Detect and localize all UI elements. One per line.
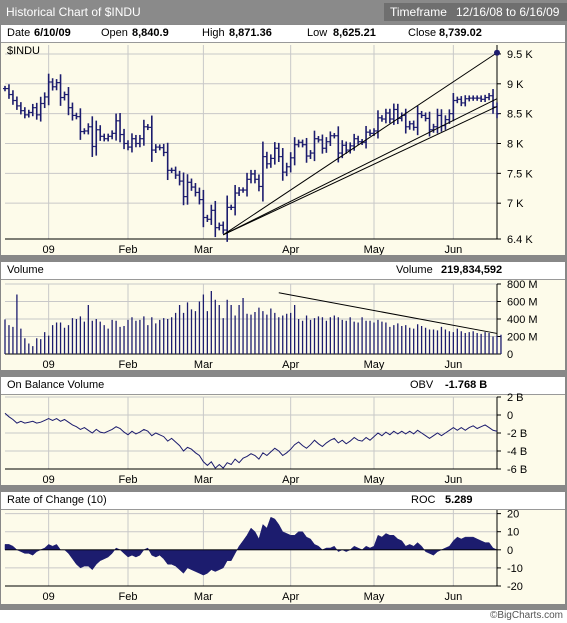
y-tick-label: 0	[507, 410, 513, 422]
x-tick-label: Jun	[444, 359, 462, 370]
trendline	[222, 52, 498, 236]
x-tick-label: 09	[43, 359, 55, 370]
volume-panel: Volume Volume 219,834,592 0 200 M 400 M 600…	[1, 262, 565, 370]
volume-value: 219,834,592	[441, 264, 503, 276]
x-tick-label: Feb	[119, 591, 138, 603]
date-label: Date	[7, 27, 31, 39]
y-tick-label: -10	[507, 563, 523, 575]
x-tick-label: Mar	[194, 591, 213, 603]
title-bar: Historical Chart of $INDU Timeframe 12/1…	[0, 0, 567, 24]
y-tick-label: 2 B	[507, 392, 524, 404]
x-tick-label: Feb	[119, 474, 138, 485]
date-value: 6/10/09	[34, 27, 71, 39]
x-tick-label: May	[364, 244, 385, 255]
trendline-endpoint	[494, 49, 500, 56]
close-value: 8,739.02	[439, 27, 482, 39]
obv-line	[4, 412, 498, 469]
obv-panel: On Balance Volume OBV -1.768 B -6 B -4 B-…	[1, 377, 565, 485]
low-label: Low	[307, 27, 328, 39]
x-tick-label: May	[364, 359, 385, 370]
chart-title: Historical Chart of $INDU	[6, 5, 141, 19]
roc-title: Rate of Change (10)	[7, 494, 107, 506]
y-tick-label: -6 B	[507, 464, 527, 476]
y-tick-label: -4 B	[507, 446, 527, 458]
y-tick-label: 6.4 K	[507, 234, 533, 246]
x-tick-label: Feb	[119, 244, 138, 255]
y-tick-label: 8 K	[507, 138, 524, 150]
open-value: 8,840.9	[132, 27, 169, 39]
high-value: 8,871.36	[229, 27, 272, 39]
y-tick-label: 0	[507, 545, 513, 557]
volume-label: Volume	[396, 264, 433, 276]
y-tick-label: 200 M	[507, 332, 538, 344]
obv-chart: -6 B -4 B -2 B 0 2 B 09 Feb Mar Apr May Jun	[4, 392, 527, 485]
y-tick-label: 9.5 K	[507, 49, 533, 61]
trendline	[223, 98, 498, 236]
x-tick-label: Feb	[119, 359, 138, 370]
footer: ©BigCharts.com	[0, 610, 567, 623]
x-tick-label: Jun	[444, 591, 462, 603]
x-tick-label: May	[364, 474, 385, 485]
volume-header: Volume Volume 219,834,592	[1, 262, 565, 280]
obv-header: On Balance Volume OBV -1.768 B	[1, 377, 565, 395]
x-tick-label: Jun	[444, 244, 462, 255]
timeframe-value: 12/16/08 to 6/16/09	[456, 5, 560, 19]
roc-value: 5.289	[445, 494, 473, 506]
x-tick-label: Jun	[444, 474, 462, 485]
volume-chart: 0 200 M 400 M 600 M 800 M 09 Feb Mar Apr May Jun	[4, 279, 538, 370]
y-tick-label: 0	[507, 349, 513, 361]
y-tick-label: 8.5 K	[507, 109, 533, 121]
timeframe-box[interactable]: Timeframe 12/16/08 to 6/16/09	[384, 3, 567, 21]
volume-trendline	[278, 292, 498, 334]
x-tick-label: Apr	[282, 591, 299, 603]
x-tick-label: Apr	[282, 474, 299, 485]
y-tick-label: 7.5 K	[507, 168, 533, 180]
y-tick-label: -20	[507, 581, 523, 593]
y-tick-label: 600 M	[507, 297, 538, 309]
price-chart: 6.4 K 7 K 7.5 K 8 K 8.5 K 9 K 9.5 K 09 Feb Mar Apr…	[3, 45, 533, 255]
x-tick-label: Apr	[282, 359, 299, 370]
trendline	[223, 106, 498, 236]
timeframe-label: Timeframe	[390, 5, 447, 19]
price-panel: Date 6/10/09 Open 8,840.9 High 8,871.36 …	[1, 25, 565, 255]
x-tick-label: Mar	[194, 474, 213, 485]
roc-area	[4, 516, 498, 576]
x-tick-label: Mar	[194, 244, 213, 255]
y-tick-label: -2 B	[507, 428, 527, 440]
x-tick-label: Mar	[194, 359, 213, 370]
open-label: Open	[101, 27, 128, 39]
high-label: High	[202, 27, 225, 39]
quote-header: Date 6/10/09 Open 8,840.9 High 8,871.36 …	[1, 25, 565, 43]
x-tick-label: May	[364, 591, 385, 603]
close-label: Close	[408, 27, 437, 39]
x-tick-label: Apr	[282, 244, 299, 255]
price-series-label: $INDU	[7, 45, 41, 57]
roc-label: ROC	[411, 494, 436, 506]
roc-panel: Rate of Change (10) ROC 5.289 -20 -10 0 10 2…	[1, 492, 565, 604]
obv-value: -1.768 B	[445, 379, 488, 391]
y-tick-label: 400 M	[507, 314, 538, 326]
low-value: 8,625.21	[333, 27, 376, 39]
obv-label: OBV	[410, 379, 434, 391]
x-tick-label: 09	[43, 474, 55, 485]
volume-title: Volume	[7, 264, 44, 276]
y-tick-label: 10	[507, 527, 519, 539]
x-tick-label: 09	[43, 244, 55, 255]
roc-header: Rate of Change (10) ROC 5.289	[1, 492, 565, 510]
roc-chart: -20 -10 0 10 20 09 Feb Mar Apr May Jun	[4, 509, 523, 603]
obv-title: On Balance Volume	[7, 379, 105, 391]
y-tick-label: 800 M	[507, 279, 538, 291]
y-tick-label: 9 K	[507, 79, 524, 91]
footer-credit: ©BigCharts.com	[490, 610, 563, 621]
y-tick-label: 7 K	[507, 198, 524, 210]
x-tick-label: 09	[43, 591, 55, 603]
y-tick-label: 20	[507, 509, 519, 521]
